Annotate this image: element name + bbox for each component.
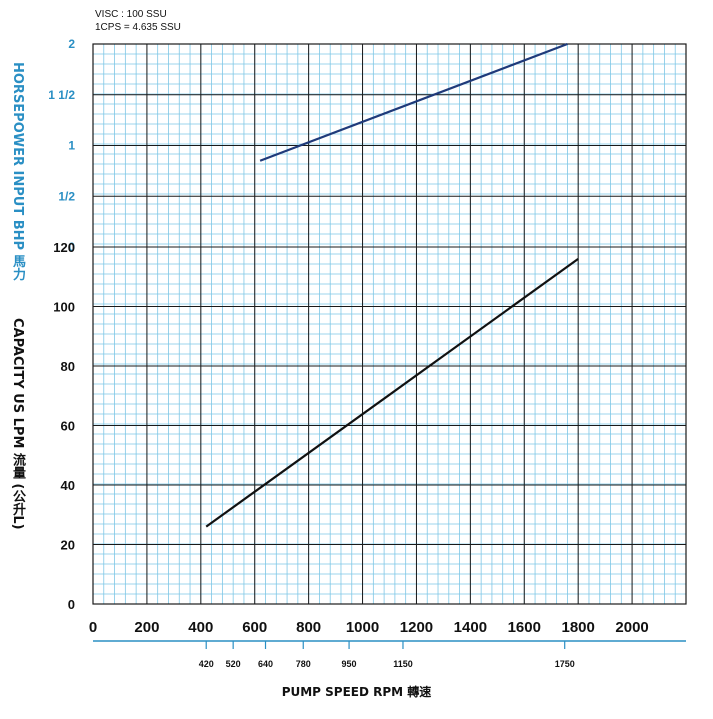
secondary-tick-label: 950 (342, 659, 357, 669)
x-tick-label: 400 (188, 619, 213, 636)
plot-frame (92, 43, 687, 605)
x-tick-label: 1600 (508, 619, 541, 636)
x-tick-label: 1200 (400, 619, 433, 636)
secondary-tick-label: 520 (226, 659, 241, 669)
capacity-tick-label: 120 (53, 240, 75, 255)
capacity-tick-label: 40 (61, 478, 75, 493)
viscosity-note: VISC : 100 SSU (95, 9, 167, 20)
x-tick-label: 0 (89, 619, 97, 636)
capacity-tick-label: 0 (68, 597, 75, 612)
capacity-tick-label: 80 (61, 359, 75, 374)
cps-note: 1CPS = 4.635 SSU (95, 22, 181, 33)
capacity-line (205, 258, 579, 528)
capacity-tick-label: 60 (61, 419, 75, 434)
x-tick-label: 200 (134, 619, 159, 636)
hp-tick-label: 1 1/2 (48, 88, 75, 102)
horsepower-line (259, 42, 568, 162)
secondary-tick-label: 1150 (393, 659, 413, 669)
secondary-tick-label: 420 (199, 659, 214, 669)
hp-tick-label: 1 (68, 139, 75, 153)
x-tick-label: 1000 (346, 619, 379, 636)
x-tick-label: 600 (242, 619, 267, 636)
x-tick-label: 800 (296, 619, 321, 636)
x-tick-label: 2000 (615, 619, 648, 636)
x-tick-label: 1400 (454, 619, 487, 636)
secondary-tick-label: 640 (258, 659, 273, 669)
capacity-axis-label: CAPACITY US LPM 流量 (公升L) (10, 318, 25, 530)
x-axis-label: PUMP SPEED RPM 轉速 (281, 685, 432, 699)
x-tick-label: 1800 (561, 619, 594, 636)
secondary-tick-label: 1750 (555, 659, 575, 669)
hp-tick-label: 0 (68, 240, 75, 254)
hp-tick-label: 2 (68, 37, 75, 51)
hp-tick-label: 1/2 (58, 189, 75, 203)
hp-axis-label: HORSEPOWER INPUT BHP 馬力 (10, 62, 25, 281)
capacity-tick-label: 20 (61, 538, 75, 553)
capacity-tick-label: 100 (53, 300, 75, 315)
secondary-tick-label: 780 (296, 659, 311, 669)
